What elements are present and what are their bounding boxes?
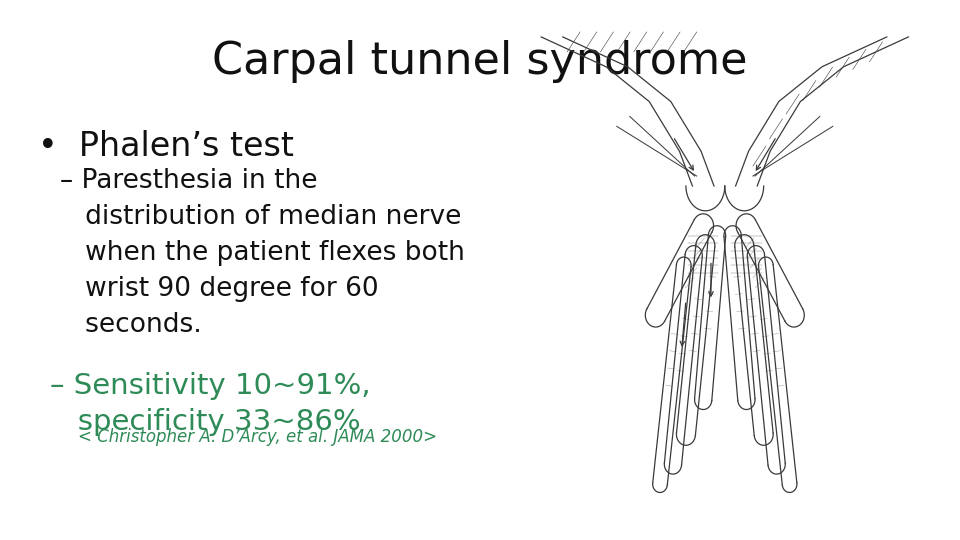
Text: < Christopher A. D’Arcy, et al. JAMA 2000>: < Christopher A. D’Arcy, et al. JAMA 200… (78, 428, 437, 446)
Text: •  Phalen’s test: • Phalen’s test (38, 130, 294, 163)
Text: – Paresthesia in the
   distribution of median nerve
   when the patient flexes : – Paresthesia in the distribution of med… (60, 168, 465, 338)
Text: – Sensitivity 10~91%,
   specificity 33~86%: – Sensitivity 10~91%, specificity 33~86% (50, 372, 371, 436)
Text: Carpal tunnel syndrome: Carpal tunnel syndrome (212, 40, 748, 83)
